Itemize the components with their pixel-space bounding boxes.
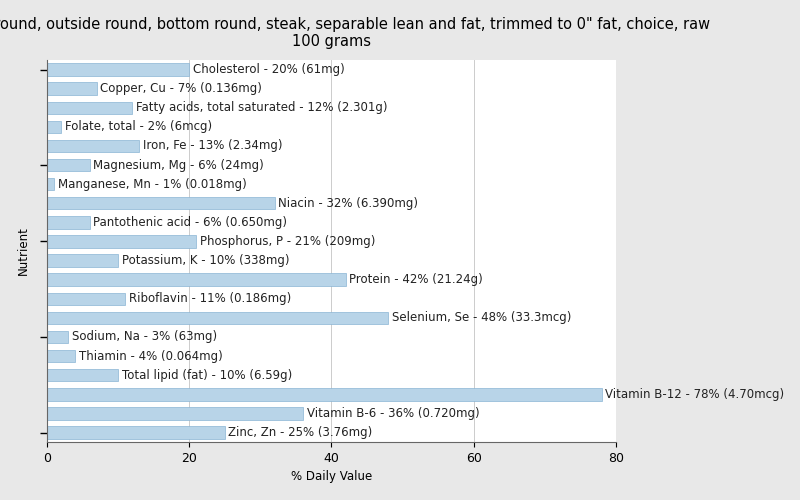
Bar [47, 331, 68, 343]
Text: Folate, total - 2% (6mcg): Folate, total - 2% (6mcg) [65, 120, 212, 134]
Y-axis label: Nutrient: Nutrient [17, 226, 30, 276]
Bar [47, 235, 196, 248]
Bar [47, 388, 602, 400]
Text: Sodium, Na - 3% (63mg): Sodium, Na - 3% (63mg) [72, 330, 217, 344]
Bar [47, 292, 126, 305]
Text: Riboflavin - 11% (0.186mg): Riboflavin - 11% (0.186mg) [129, 292, 291, 306]
Bar [47, 274, 346, 286]
Bar [47, 64, 190, 76]
Text: Thiamin - 4% (0.064mg): Thiamin - 4% (0.064mg) [79, 350, 222, 362]
Text: Manganese, Mn - 1% (0.018mg): Manganese, Mn - 1% (0.018mg) [58, 178, 246, 190]
Text: Protein - 42% (21.24g): Protein - 42% (21.24g) [350, 273, 483, 286]
Text: Phosphorus, P - 21% (209mg): Phosphorus, P - 21% (209mg) [200, 235, 375, 248]
Bar [47, 426, 225, 438]
Bar [47, 254, 118, 267]
Text: Fatty acids, total saturated - 12% (2.301g): Fatty acids, total saturated - 12% (2.30… [136, 101, 387, 114]
Text: Potassium, K - 10% (338mg): Potassium, K - 10% (338mg) [122, 254, 289, 267]
Bar [47, 178, 54, 190]
Bar [47, 102, 132, 114]
Bar [47, 216, 90, 228]
Text: Copper, Cu - 7% (0.136mg): Copper, Cu - 7% (0.136mg) [100, 82, 262, 95]
Bar [47, 140, 139, 152]
Text: Zinc, Zn - 25% (3.76mg): Zinc, Zn - 25% (3.76mg) [228, 426, 373, 439]
Bar [47, 82, 97, 95]
Bar [47, 407, 303, 420]
Text: Selenium, Se - 48% (33.3mcg): Selenium, Se - 48% (33.3mcg) [392, 312, 571, 324]
X-axis label: % Daily Value: % Daily Value [291, 470, 372, 484]
Title: Beef, round, outside round, bottom round, steak, separable lean and fat, trimmed: Beef, round, outside round, bottom round… [0, 16, 710, 49]
Text: Total lipid (fat) - 10% (6.59g): Total lipid (fat) - 10% (6.59g) [122, 368, 292, 382]
Text: Vitamin B-6 - 36% (0.720mg): Vitamin B-6 - 36% (0.720mg) [306, 407, 479, 420]
Text: Vitamin B-12 - 78% (4.70mcg): Vitamin B-12 - 78% (4.70mcg) [605, 388, 784, 401]
Bar [47, 159, 90, 171]
Text: Magnesium, Mg - 6% (24mg): Magnesium, Mg - 6% (24mg) [94, 158, 264, 172]
Text: Niacin - 32% (6.390mg): Niacin - 32% (6.390mg) [278, 196, 418, 209]
Bar [47, 120, 62, 133]
Bar [47, 312, 388, 324]
Bar [47, 350, 75, 362]
Bar [47, 369, 118, 382]
Bar [47, 197, 274, 209]
Text: Iron, Fe - 13% (2.34mg): Iron, Fe - 13% (2.34mg) [143, 140, 282, 152]
Text: Cholesterol - 20% (61mg): Cholesterol - 20% (61mg) [193, 63, 345, 76]
Text: Pantothenic acid - 6% (0.650mg): Pantothenic acid - 6% (0.650mg) [94, 216, 287, 229]
